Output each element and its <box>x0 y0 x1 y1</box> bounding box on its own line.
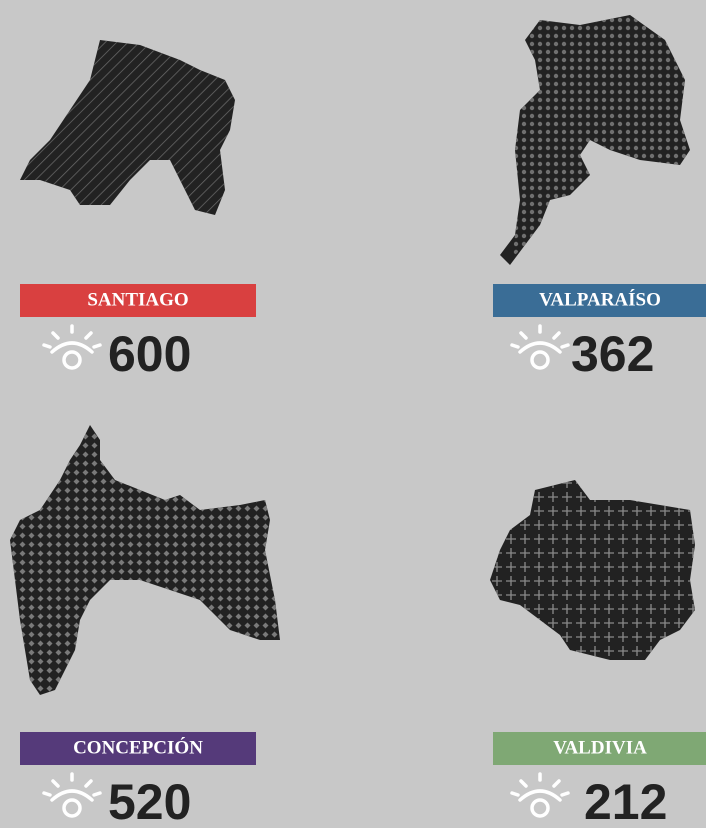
region-valdivia: VALDIVIA 212 <box>490 480 706 828</box>
view-count: 520 <box>108 774 191 828</box>
region-santiago: SANTIAGO 600 <box>20 40 256 382</box>
view-count: 212 <box>584 774 667 828</box>
region-name: VALDIVIA <box>553 737 647 758</box>
region-name: SANTIAGO <box>87 289 188 310</box>
map-pattern <box>490 480 695 660</box>
label-badge <box>493 284 706 317</box>
view-count: 362 <box>571 326 654 382</box>
label-badge <box>493 732 706 765</box>
region-name: CONCEPCIÓN <box>73 736 203 758</box>
eye-icon <box>42 324 102 370</box>
map-pattern <box>512 15 690 258</box>
label-badge <box>20 284 256 317</box>
map-pattern <box>10 425 280 695</box>
eye-icon <box>510 324 570 370</box>
map-pattern <box>20 40 235 215</box>
label-badge <box>20 732 256 765</box>
region-valparaiso: VALPARAÍSO 362 <box>493 15 706 382</box>
eye-icon <box>510 772 570 818</box>
view-count: 600 <box>108 326 191 382</box>
region-concepcion: CONCEPCIÓN 520 <box>10 425 280 828</box>
eye-icon <box>42 772 102 818</box>
region-name: VALPARAÍSO <box>539 288 661 310</box>
